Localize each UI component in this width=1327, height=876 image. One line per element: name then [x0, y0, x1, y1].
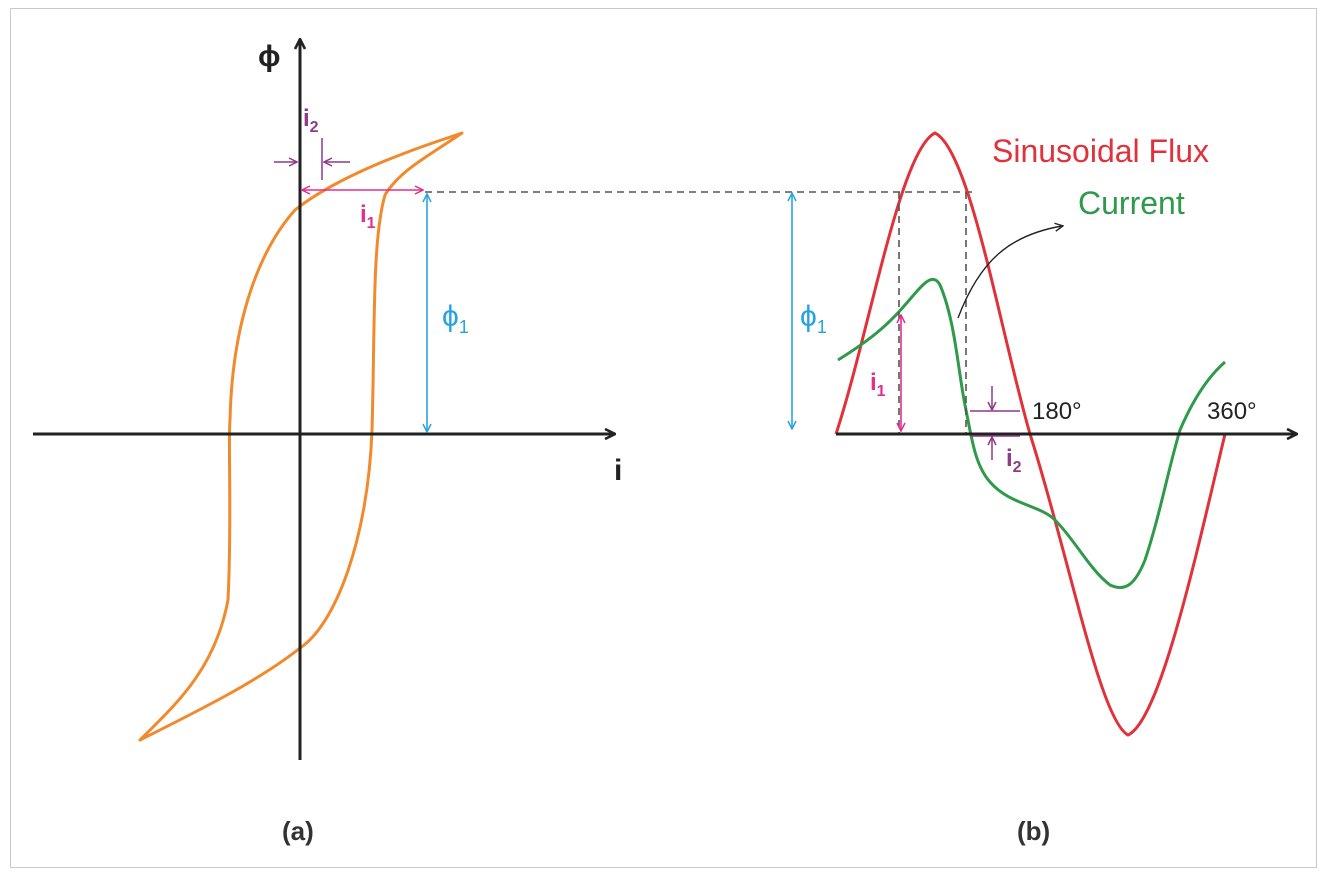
tick-label-180: 180°	[1032, 398, 1082, 425]
y-axis-label-a: ϕ	[258, 40, 281, 73]
i2-dimension-b: i2	[970, 386, 1022, 476]
i2-dimension-a: i2	[274, 105, 350, 180]
legend-current: Current	[1078, 185, 1185, 221]
i1-label-a: i1	[360, 201, 376, 232]
i1-label-b: i1	[870, 369, 886, 400]
current-curve	[837, 277, 1226, 590]
phi1-label-b: ϕ1	[800, 300, 827, 337]
hysteresis-loop	[138, 131, 464, 742]
legend-flux: Sinusoidal Flux	[992, 133, 1209, 169]
current-pointer-arrow	[957, 226, 1062, 319]
phi1-dimension-b: ϕ1	[792, 194, 827, 428]
caption-b: (b)	[1017, 816, 1050, 846]
panel-b: ϕ1 i1 i2 180° 360° Sinusoidal Flux Curre…	[792, 131, 1296, 846]
i1-dimension-a: i1	[303, 190, 422, 232]
phi1-label-a: ϕ1	[442, 300, 469, 337]
panel-a: ϕ i i2 i1 ϕ1 (a)	[33, 40, 972, 846]
x-axis-label-a: i	[614, 454, 622, 487]
i1-dimension-b: i1	[870, 316, 901, 430]
figure-frame	[10, 8, 1317, 868]
i2-label-a: i2	[303, 105, 319, 136]
tick-label-360: 360°	[1207, 398, 1257, 425]
i2-label-b: i2	[1006, 445, 1022, 476]
caption-a: (a)	[282, 816, 314, 846]
phi1-dimension-a: ϕ1	[427, 195, 469, 431]
